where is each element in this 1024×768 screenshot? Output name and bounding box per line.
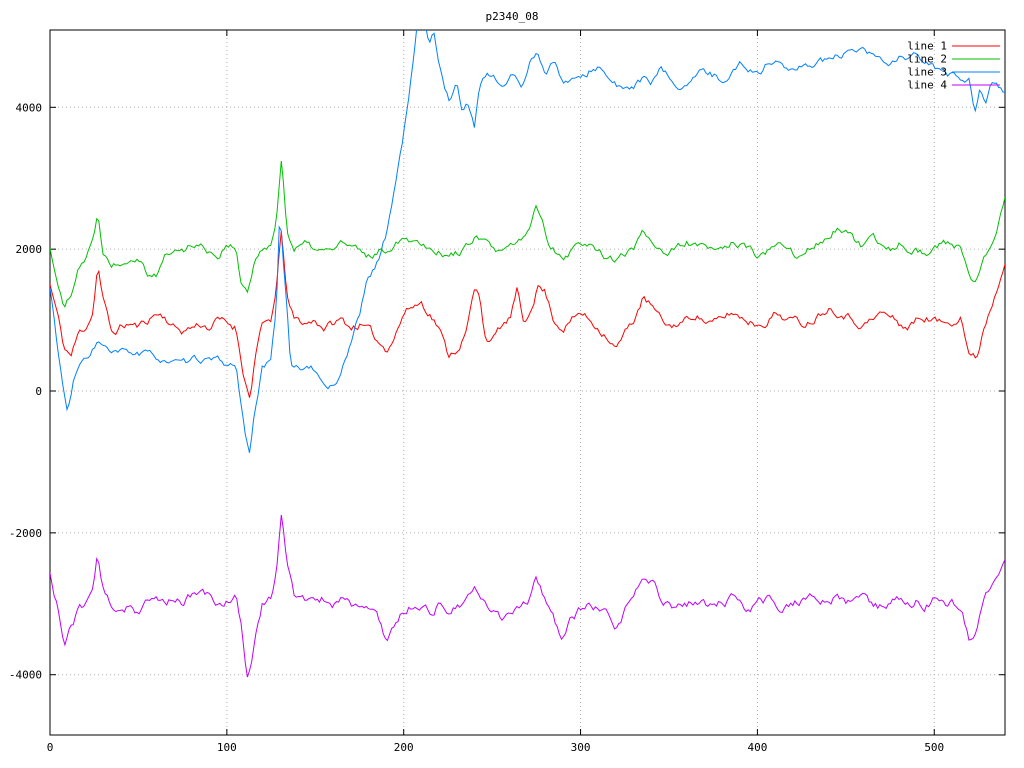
series-line-2 xyxy=(50,160,1005,308)
series-line-4 xyxy=(50,514,1005,678)
plot-border xyxy=(49,29,1006,736)
legend-label-3: line 3 xyxy=(907,66,947,79)
legend-label-2: line 2 xyxy=(907,53,947,66)
x-tick-label: 0 xyxy=(47,741,54,754)
chart-title: p2340_08 xyxy=(485,10,539,23)
x-tick-label: 200 xyxy=(394,741,414,754)
y-tick-label: 0 xyxy=(35,385,42,398)
y-tick-label: 4000 xyxy=(16,101,43,114)
x-tick-label: 100 xyxy=(217,741,237,754)
series-line-1 xyxy=(50,231,1005,398)
legend-label-4: line 4 xyxy=(907,79,947,92)
x-tick-label: 500 xyxy=(924,741,944,754)
x-tick-label: 400 xyxy=(747,741,767,754)
series-line-3 xyxy=(50,30,1005,453)
y-tick-label: -2000 xyxy=(9,527,42,540)
legend-label-1: line 1 xyxy=(907,40,947,53)
x-tick-label: 300 xyxy=(571,741,591,754)
y-tick-label: 2000 xyxy=(16,243,43,256)
y-tick-label: -4000 xyxy=(9,669,42,682)
